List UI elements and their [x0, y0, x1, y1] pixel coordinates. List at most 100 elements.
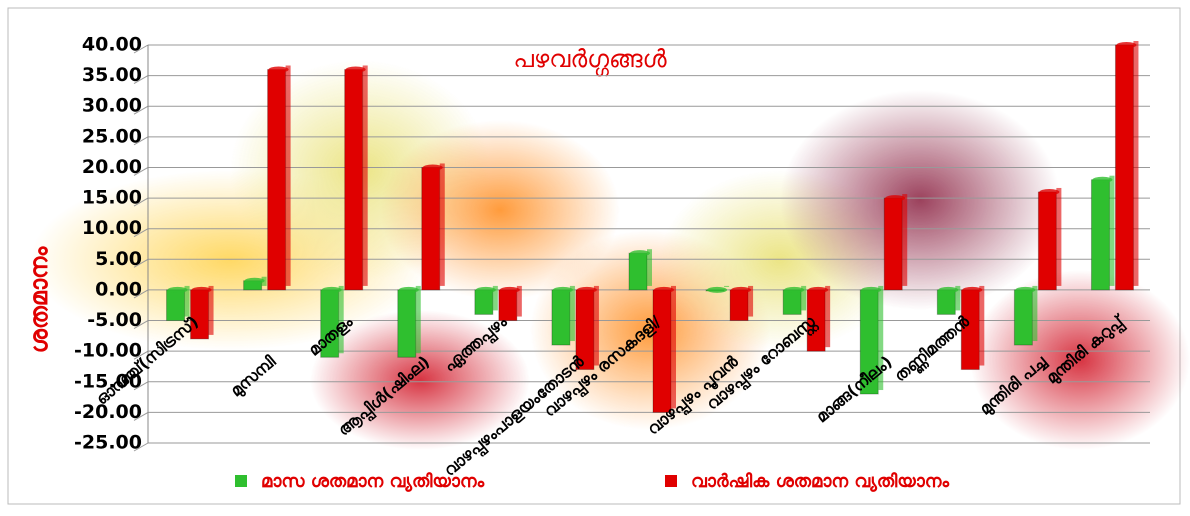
bar-side — [1133, 41, 1139, 286]
grid-depth — [133, 228, 149, 238]
bar — [628, 252, 648, 291]
bar — [729, 289, 749, 322]
bar-side — [593, 285, 599, 366]
y-tick-label: 15.00 — [82, 187, 142, 209]
bar — [421, 166, 441, 291]
grid-depth — [133, 350, 149, 360]
bar-top — [784, 286, 805, 293]
bar-top — [167, 286, 188, 293]
bar-side — [1056, 187, 1062, 286]
legend-swatch — [665, 475, 677, 487]
bar-side — [647, 249, 652, 286]
y-axis-label: ശതമാനം — [25, 246, 53, 354]
bar-top — [861, 286, 882, 293]
bar-side — [902, 194, 908, 286]
y-tick-label: -20.00 — [74, 401, 142, 423]
bar-top — [576, 286, 597, 293]
bar-side — [362, 65, 368, 286]
bar-side — [724, 285, 730, 287]
bar-side — [979, 285, 985, 366]
bar-side — [955, 285, 961, 311]
bar-top — [1116, 42, 1137, 48]
bar-side — [748, 285, 754, 317]
y-tick-label: -15.00 — [74, 370, 142, 392]
grid-depth — [133, 289, 149, 299]
chart-title: പഴവർഗ്ഗങ്ങൾ — [513, 45, 667, 78]
bar — [166, 289, 186, 322]
bar-top — [422, 164, 443, 171]
background-fruits — [30, 60, 1190, 450]
bar-side — [208, 285, 214, 335]
grid-depth — [133, 197, 149, 207]
bar-top — [630, 250, 650, 257]
grid-depth — [133, 411, 149, 421]
bar — [1114, 44, 1134, 291]
legend-label: വാർഷിക ശതമാന വ്യതിയാനം — [691, 471, 949, 493]
bar — [936, 289, 956, 315]
bar — [498, 289, 518, 322]
grid-depth — [133, 381, 149, 391]
bar-top — [808, 286, 829, 293]
grid-depth — [133, 44, 149, 54]
bar — [1037, 191, 1057, 291]
legend-swatch — [235, 475, 247, 487]
grid-depth — [133, 320, 149, 329]
bar-side — [492, 285, 498, 311]
bar-top — [398, 286, 419, 293]
y-tick-label: 35.00 — [82, 64, 142, 86]
y-tick-label: -10.00 — [74, 340, 142, 362]
bar-top — [552, 286, 573, 293]
y-tick-label: 30.00 — [82, 95, 142, 117]
grid-depth — [133, 75, 149, 85]
bar-top — [268, 66, 289, 73]
bar-side — [1032, 285, 1038, 342]
bar — [652, 289, 672, 413]
bar — [782, 289, 802, 315]
y-tick-label: 20.00 — [82, 156, 142, 178]
bar-side — [338, 285, 344, 354]
y-tick-label: -25.00 — [74, 432, 142, 454]
bar-side — [878, 285, 884, 391]
bar-side — [825, 285, 831, 348]
bar-top — [885, 195, 906, 202]
bar-side — [439, 163, 445, 286]
bar-top — [1092, 176, 1113, 183]
bar-top — [707, 286, 728, 293]
bar-top — [1015, 286, 1036, 293]
bar — [551, 289, 571, 346]
grid-depth — [133, 442, 149, 452]
bar-top — [244, 277, 265, 284]
bar-side — [671, 285, 676, 409]
y-tick-label: 25.00 — [82, 125, 142, 147]
y-tick-label: -5.00 — [87, 309, 142, 331]
bar-side — [569, 285, 575, 342]
bar — [267, 68, 287, 291]
bar — [883, 197, 903, 291]
bar-top — [345, 66, 366, 73]
grid-depth — [133, 167, 149, 176]
bar-top — [731, 286, 752, 293]
grid-depth — [133, 105, 149, 115]
bar-top — [962, 286, 983, 293]
bar-side — [184, 285, 190, 317]
bar-top — [938, 286, 959, 293]
bar-top — [475, 286, 496, 293]
bar-top — [654, 286, 674, 293]
bar — [1013, 289, 1033, 346]
bar — [344, 68, 364, 291]
y-tick-label: 5.00 — [95, 248, 142, 270]
grid-depth — [133, 136, 149, 146]
bar-side — [801, 285, 807, 311]
y-tick-label: 40.00 — [82, 34, 142, 56]
grid-depth — [133, 258, 149, 268]
y-tick-label: 10.00 — [82, 217, 142, 239]
legend-label: മാസ ശതമാന വ്യതിയാനം — [261, 471, 485, 493]
bar — [397, 289, 417, 358]
bar — [474, 289, 494, 315]
bar-side — [1109, 175, 1115, 286]
bar — [1090, 179, 1110, 291]
bar-top — [191, 286, 212, 293]
bar-top — [1039, 188, 1060, 195]
y-tick-label: 0.00 — [95, 278, 142, 300]
